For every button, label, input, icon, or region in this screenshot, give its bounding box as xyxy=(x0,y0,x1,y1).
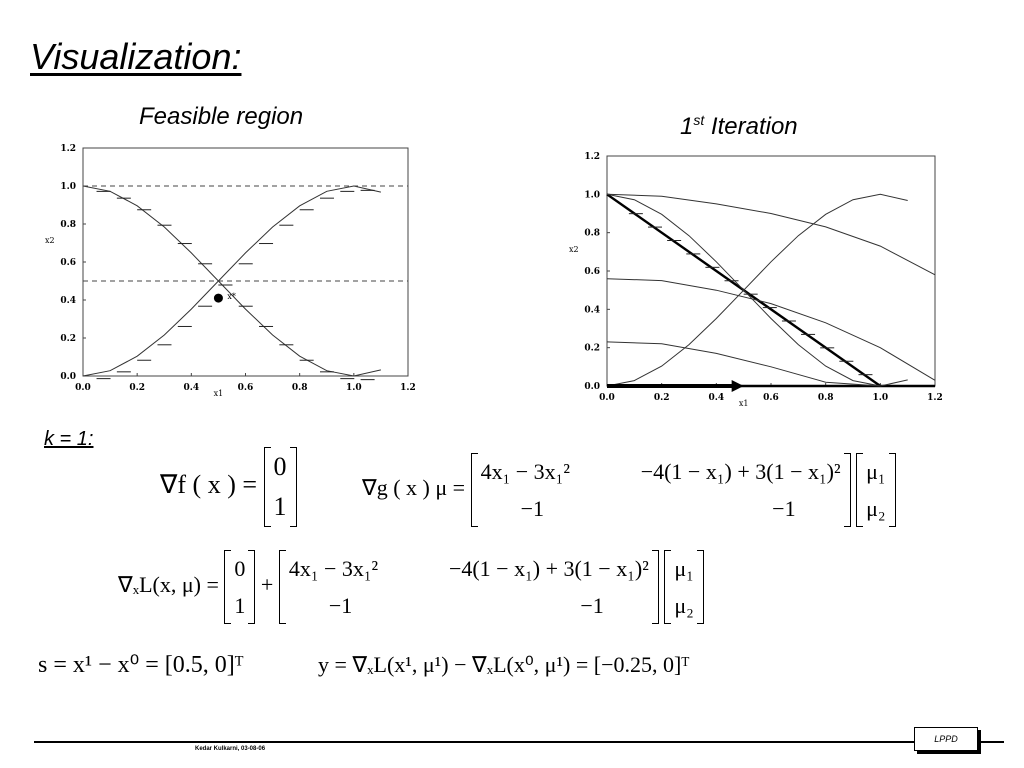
slide-title: Visualization: xyxy=(30,36,242,77)
right-series-line-4 xyxy=(606,278,936,381)
grad-f-vector-entry-1: 0 xyxy=(273,452,287,481)
footer-author: Kedar Kulkarni, 03-08-06 xyxy=(195,746,266,752)
right-y-tick-label: 0.2 xyxy=(584,344,600,354)
left-y-tick-label: 0.6 xyxy=(60,258,76,268)
grad-l-m21: −1 xyxy=(328,592,353,618)
grad-g-m21: −1 xyxy=(520,495,544,521)
grad-g-matrix: 4x₁ − 3x₁² −4(1 − x₁) + 3(1 − x₁)² −1 −1 xyxy=(470,453,851,527)
right-series-line-7 xyxy=(606,193,908,387)
grad-g-mu-2: μ₂ xyxy=(866,495,886,521)
grad-f-vector: 0 1 xyxy=(263,447,297,527)
left-x-tick-label: 0.0 xyxy=(75,383,91,393)
left-plot-frame xyxy=(82,147,409,377)
grad-l-mu-2: μ₂ xyxy=(674,592,694,618)
grad-l-matrix: 4x₁ − 3x₁² −4(1 − x₁) + 3(1 − x₁)² −1 −1 xyxy=(278,550,659,624)
right-x-tick-label: 0.8 xyxy=(818,393,834,403)
grad-g-equation: ∇g ( x ) μ = 4x₁ − 3x₁² −4(1 − x₁) + 3(1 … xyxy=(362,453,897,527)
right-step-arrow-head xyxy=(731,380,744,392)
grad-g-m22: −1 xyxy=(772,495,796,521)
left-optimum-point xyxy=(213,293,223,303)
right-title-text: Iteration xyxy=(704,113,798,140)
grad-g-m12: −4(1 − x₁) + 3(1 − x₁)² xyxy=(640,458,841,484)
left-x-tick-label: 0.2 xyxy=(129,383,145,393)
right-y-tick-label: 0.0 xyxy=(584,382,600,392)
right-x-tick-label: 0.6 xyxy=(763,393,779,403)
y-definition: y = ∇ₓL(x¹, μ¹) − ∇ₓL(x⁰, μ¹) = [−0.25, … xyxy=(318,652,690,677)
right-x-tick-label: 0.4 xyxy=(708,393,724,403)
left-chart-title: Feasible region xyxy=(139,103,304,130)
right-title-number: 1 xyxy=(680,113,694,140)
right-y-axis-label: x2 xyxy=(569,245,579,254)
grad-g-mu-vector: μ₁ μ₂ xyxy=(856,453,897,527)
grad-f-equation: ∇f ( x ) = 0 1 xyxy=(160,447,297,527)
grad-l-m12: −4(1 − x₁) + 3(1 − x₁)² xyxy=(448,555,649,581)
left-x-tick-label: 1.0 xyxy=(346,383,362,393)
first-iteration-chart: 0.0 0.2 0.4 0.6 0.8 1.0 1.2 0.0 0.2 0.4 0.6 0.8 1.0 1… xyxy=(569,152,943,408)
grad-l-lhs: ∇ₓL(x, μ) = xyxy=(118,572,219,598)
right-series-line-6 xyxy=(606,193,908,387)
left-y-tick-label: 0.4 xyxy=(60,296,76,306)
right-y-tick-label: 1.0 xyxy=(584,190,600,200)
left-y-tick-label: 0.8 xyxy=(60,220,76,230)
grad-l-equation: ∇ₓL(x, μ) = 0 1 + 4x₁ − 3x₁² −4(1 − x₁) +… xyxy=(118,550,705,624)
right-x-tick-label: 1.2 xyxy=(927,393,943,403)
grad-f-lhs: ∇f ( x ) = xyxy=(160,469,258,499)
left-x-tick-label: 0.8 xyxy=(292,383,308,393)
grad-f-vector-entry-2: 1 xyxy=(273,492,287,521)
left-y-tick-label: 1.0 xyxy=(60,182,76,192)
lppd-logo: LPPD xyxy=(914,727,978,751)
footer-rule xyxy=(34,741,1004,743)
grad-l-vector: 0 1 xyxy=(224,550,256,624)
right-series-line-3 xyxy=(606,193,936,276)
right-y-tick-label: 0.6 xyxy=(584,267,600,277)
left-x-tick-label: 0.4 xyxy=(183,383,199,393)
grad-g-lhs: ∇g ( x ) μ = xyxy=(362,475,466,501)
left-x-tick-label: 1.2 xyxy=(400,383,416,393)
left-y-axis-label: x2 xyxy=(45,236,55,245)
left-optimum-label: x* xyxy=(227,292,236,301)
left-x-axis-label: x1 xyxy=(214,389,224,398)
grad-l-vector-entry-2: 1 xyxy=(234,592,246,618)
right-title-superscript: st xyxy=(693,112,705,128)
left-y-tick-label: 0.0 xyxy=(60,372,76,382)
grad-l-m22: −1 xyxy=(580,592,604,618)
grad-l-vector-entry-1: 0 xyxy=(234,555,246,581)
grad-g-mu-1: μ₁ xyxy=(866,458,886,484)
feasible-region-chart: 0.0 0.2 0.4 0.6 0.8 1.0 1.2 0.0 0.2 0.4 0.6 0.8 1.0 1… xyxy=(45,144,416,398)
right-y-tick-label: 0.8 xyxy=(584,229,600,239)
right-x-tick-label: 0.2 xyxy=(654,393,670,403)
k-label: k = 1: xyxy=(44,428,94,450)
right-x-axis-label: x1 xyxy=(739,399,749,408)
right-y-tick-label: 0.4 xyxy=(584,305,600,315)
s-definition: s = x¹ − x⁰ = [0.5, 0]ᵀ xyxy=(38,652,244,678)
grad-l-m11: 4x₁ − 3x₁² xyxy=(288,555,379,581)
left-y-tick-label: 1.2 xyxy=(60,144,76,154)
left-y-tick-label: 0.2 xyxy=(60,334,76,344)
grad-g-m11: 4x₁ − 3x₁² xyxy=(480,458,570,484)
plus-sign: + xyxy=(260,572,274,598)
right-chart-title: 1st Iteration xyxy=(680,112,798,141)
right-series-line-5 xyxy=(606,341,881,387)
left-series-line-1 xyxy=(82,185,382,377)
right-x-tick-label: 1.0 xyxy=(872,393,888,403)
right-x-tick-label: 0.0 xyxy=(599,393,615,403)
right-y-tick-label: 1.2 xyxy=(584,152,600,162)
grad-l-mu-1: μ₁ xyxy=(674,555,694,581)
left-x-tick-label: 0.6 xyxy=(238,383,254,393)
grad-l-mu-vector: μ₁ μ₂ xyxy=(664,550,705,624)
